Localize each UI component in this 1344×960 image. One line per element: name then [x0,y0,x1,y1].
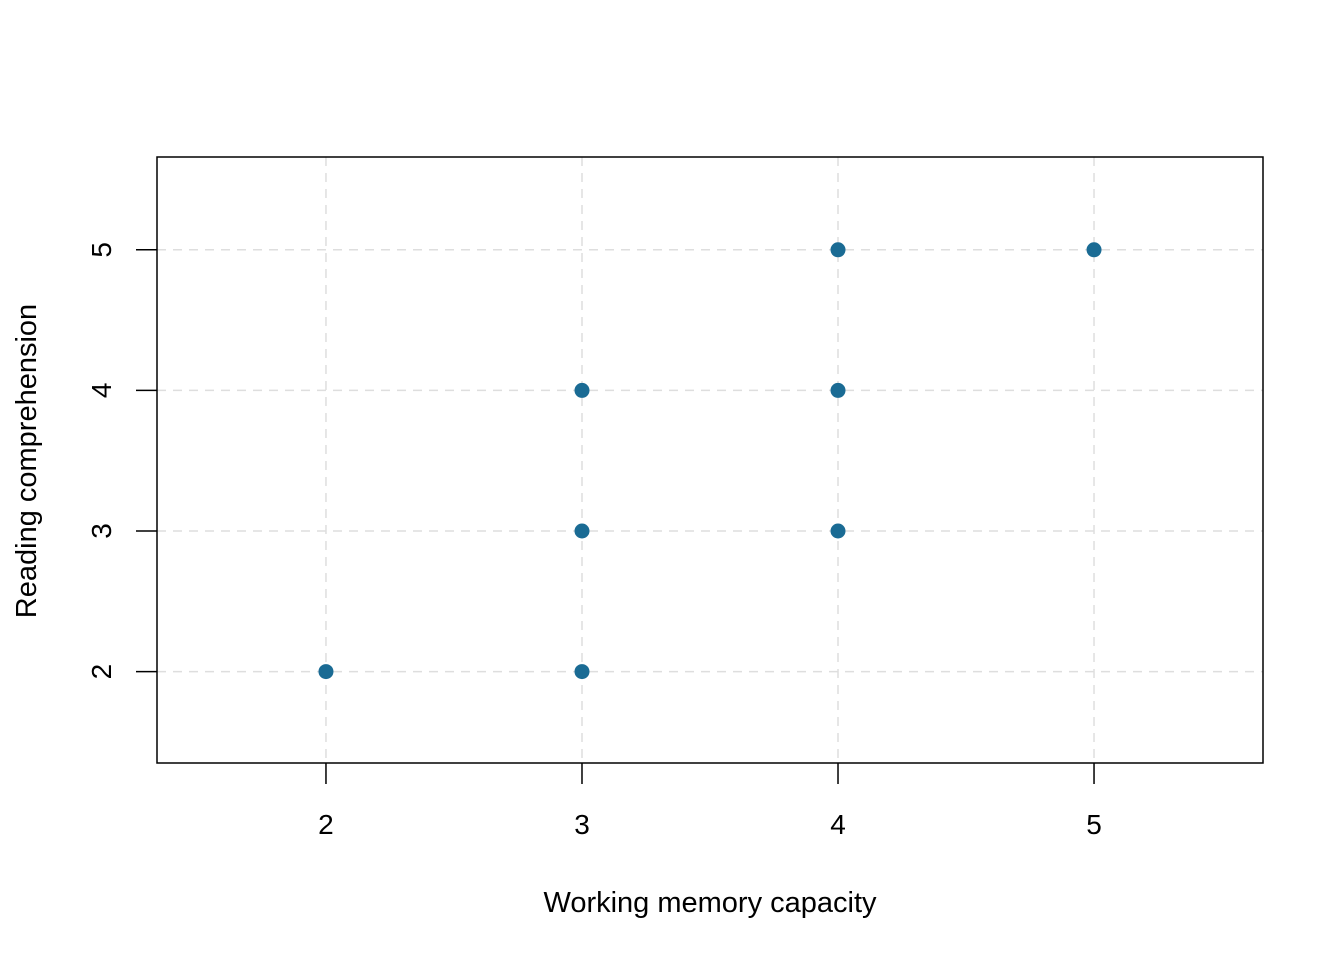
data-point [830,523,846,539]
data-point [830,382,846,398]
axis-ticks: 2 3 4 5 2 3 4 5 [86,242,1102,840]
x-tick-label: 4 [830,809,846,840]
data-point [574,382,590,398]
data-points [318,242,1102,680]
data-point [574,523,590,539]
data-point [318,664,334,680]
data-point [830,242,846,258]
data-point [574,664,590,680]
grid [157,157,1263,763]
x-axis-title: Working memory capacity [543,887,877,919]
x-tick-label: 2 [318,809,334,840]
y-tick-label: 2 [86,664,117,680]
x-tick-label: 5 [1086,809,1102,840]
plot-area [156,156,1264,764]
y-tick-label: 3 [86,523,117,539]
y-axis-title: Reading comprehension [11,304,43,618]
y-tick-label: 4 [86,383,117,399]
data-point [1086,242,1102,258]
x-tick-label: 3 [574,809,590,840]
y-tick-label: 5 [86,242,117,258]
